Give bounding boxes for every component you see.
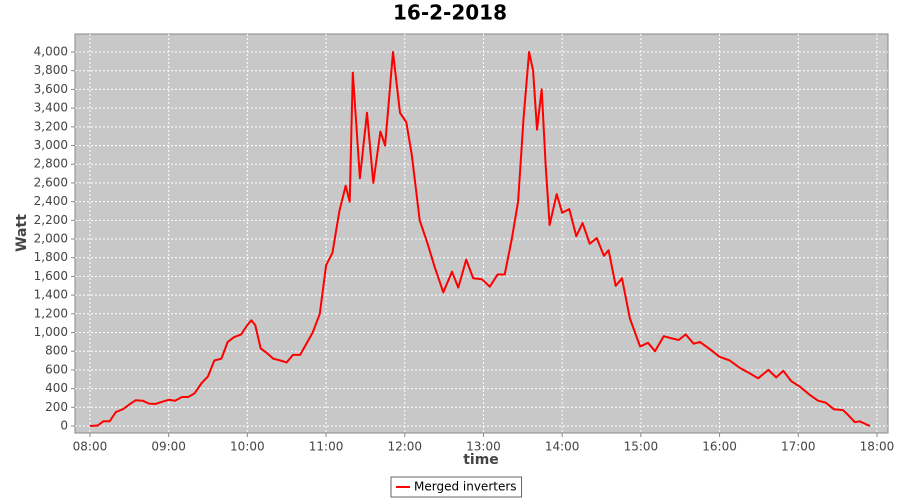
y-tick-label: 600 bbox=[45, 362, 68, 376]
x-tick-label: 15:00 bbox=[624, 440, 659, 454]
y-tick-label: 1,000 bbox=[34, 325, 68, 339]
y-tick-label: 3,200 bbox=[34, 119, 68, 133]
x-tick-label: 13:00 bbox=[466, 440, 501, 454]
x-tick-label: 14:00 bbox=[545, 440, 580, 454]
legend: Merged inverters bbox=[390, 476, 523, 498]
x-axis-label: time bbox=[463, 452, 499, 468]
y-tick-label: 3,400 bbox=[34, 101, 68, 115]
chart-title: 16-2-2018 bbox=[393, 1, 507, 25]
y-tick-label: 4,000 bbox=[34, 45, 68, 59]
x-tick-label: 10:00 bbox=[230, 440, 265, 454]
x-tick-label: 16:00 bbox=[702, 440, 737, 454]
y-tick-label: 3,000 bbox=[34, 138, 68, 152]
y-tick-label: 3,800 bbox=[34, 63, 68, 77]
y-tick-label: 400 bbox=[45, 381, 68, 395]
x-tick-label: 12:00 bbox=[387, 440, 422, 454]
plot-area bbox=[74, 33, 889, 434]
x-tick-label: 17:00 bbox=[781, 440, 816, 454]
y-tick-label: 3,600 bbox=[34, 82, 68, 96]
x-tick-label: 09:00 bbox=[151, 440, 186, 454]
x-tick-label: 08:00 bbox=[73, 440, 108, 454]
y-tick-label: 2,000 bbox=[34, 232, 68, 246]
line-series bbox=[89, 51, 871, 427]
y-tick-label: 0 bbox=[60, 418, 68, 432]
y-tick-label: 1,600 bbox=[34, 269, 68, 283]
y-tick-label: 2,200 bbox=[34, 213, 68, 227]
legend-box bbox=[390, 476, 523, 498]
y-tick-label: 800 bbox=[45, 344, 68, 358]
y-tick-label: 1,400 bbox=[34, 288, 68, 302]
y-tick-label: 2,800 bbox=[34, 157, 68, 171]
x-tick-label: 18:00 bbox=[860, 440, 895, 454]
y-tick-label: 2,600 bbox=[34, 175, 68, 189]
y-tick-label: 1,200 bbox=[34, 306, 68, 320]
y-tick-label: 2,400 bbox=[34, 194, 68, 208]
x-tick-label: 11:00 bbox=[309, 440, 344, 454]
y-tick-label: 1,800 bbox=[34, 250, 68, 264]
y-axis-label: Watt bbox=[14, 214, 30, 252]
legend-label: Merged inverters bbox=[414, 480, 517, 494]
y-tick-label: 200 bbox=[45, 400, 68, 414]
